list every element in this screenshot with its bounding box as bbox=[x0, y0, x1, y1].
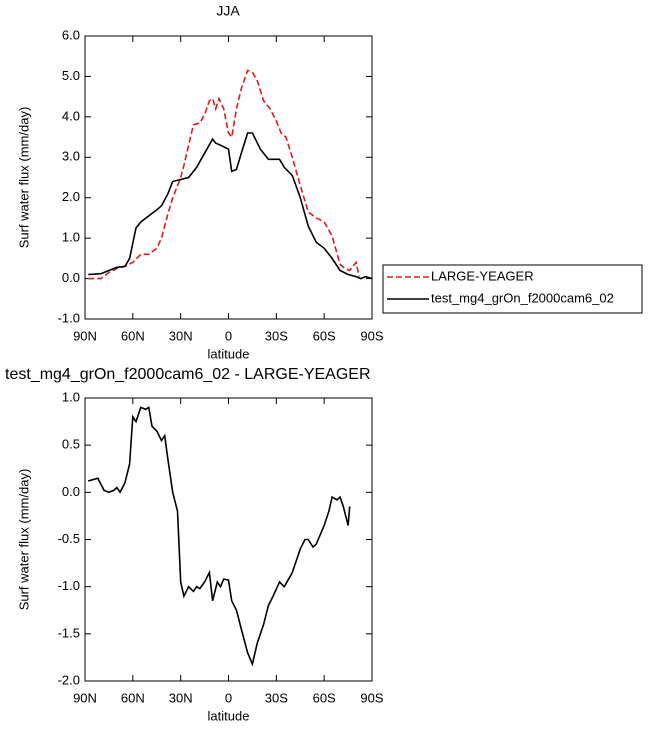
y-tick-label: 0.5 bbox=[62, 437, 80, 452]
legend-box bbox=[382, 264, 643, 314]
y-tick-label: 1.0 bbox=[62, 230, 80, 245]
x-axis-label: latitude bbox=[208, 346, 250, 361]
x-tick-label: 90N bbox=[73, 328, 97, 343]
y-tick-label: -0.5 bbox=[58, 531, 80, 546]
y-tick-label: 1.0 bbox=[62, 389, 80, 404]
plot-frame bbox=[84, 397, 373, 682]
x-tick-label: 60S bbox=[313, 328, 336, 343]
y-tick-label: 0.0 bbox=[62, 270, 80, 285]
x-tick-label: 90S bbox=[360, 690, 383, 705]
data-line bbox=[87, 406, 351, 667]
y-tick-label: 6.0 bbox=[62, 27, 80, 42]
x-tick-label: 30S bbox=[265, 690, 288, 705]
legend-label: test_mg4_grOn_f2000cam6_02 bbox=[431, 290, 614, 305]
x-tick-label: 0 bbox=[225, 690, 232, 705]
y-tick-label: -1.5 bbox=[58, 625, 80, 640]
y-tick-label: 5.0 bbox=[62, 68, 80, 83]
x-tick-label: 90S bbox=[360, 328, 383, 343]
x-tick-label: 30S bbox=[265, 328, 288, 343]
y-tick-label: 3.0 bbox=[62, 149, 80, 164]
x-tick-label: 60S bbox=[313, 690, 336, 705]
x-tick-label: 0 bbox=[225, 328, 232, 343]
y-tick-label: 0.0 bbox=[62, 484, 80, 499]
x-tick-label: 60N bbox=[121, 690, 145, 705]
data-line bbox=[88, 132, 373, 280]
chart-title: JJA bbox=[216, 3, 240, 19]
chart-title: test_mg4_grOn_f2000cam6_02 - LARGE-YEAGE… bbox=[5, 366, 371, 383]
y-axis-label: Surf water flux (mm/day) bbox=[16, 469, 31, 611]
y-tick-label: 2.0 bbox=[62, 189, 80, 204]
y-tick-label: -1.0 bbox=[58, 310, 80, 325]
y-axis-label: Surf water flux (mm/day) bbox=[16, 107, 31, 249]
x-tick-label: 60N bbox=[121, 328, 145, 343]
data-line bbox=[88, 69, 360, 280]
x-tick-label: 90N bbox=[73, 690, 97, 705]
y-tick-label: 4.0 bbox=[62, 108, 80, 123]
y-tick-label: -2.0 bbox=[58, 672, 80, 687]
y-tick-label: -1.0 bbox=[58, 578, 80, 593]
x-tick-label: 30N bbox=[169, 690, 193, 705]
x-axis-label: latitude bbox=[208, 708, 250, 723]
legend-label: LARGE-YEAGER bbox=[431, 268, 534, 283]
plot-frame bbox=[84, 35, 373, 320]
x-tick-label: 30N bbox=[169, 328, 193, 343]
